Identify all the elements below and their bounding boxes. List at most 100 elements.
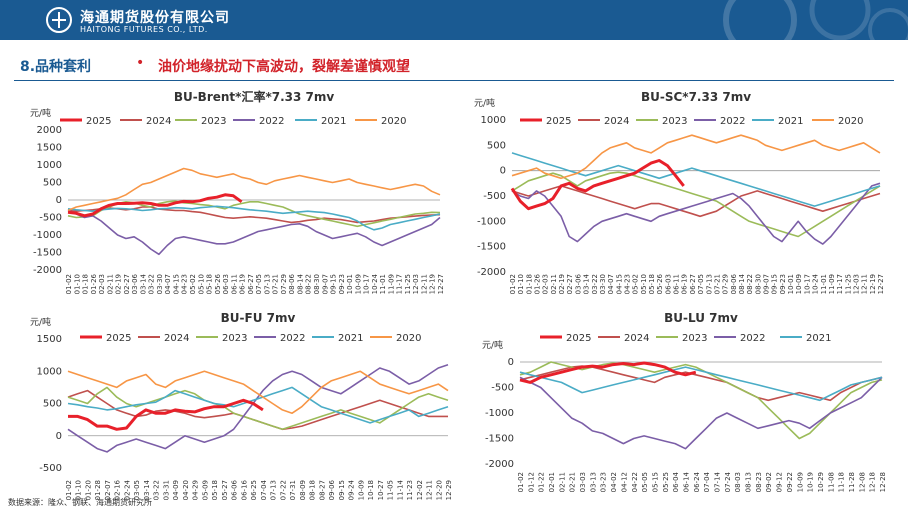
x-tick-label: 01-02: [509, 274, 517, 294]
x-tick-label: 12-11: [861, 274, 869, 294]
x-tick-label: 08-30: [313, 274, 321, 294]
legend-label-2024: 2024: [164, 333, 189, 344]
x-tick-label: 08-22: [305, 274, 313, 294]
x-tick-label: 08-18: [309, 480, 317, 500]
x-tick-label: 06-19: [681, 274, 689, 294]
series-line-2023: [519, 361, 883, 440]
x-tick-label: 07-13: [705, 274, 713, 294]
x-tick-label: 10-24: [371, 273, 379, 294]
x-tick-label: 06-06: [231, 479, 239, 500]
legend-label-2021: 2021: [778, 116, 803, 127]
x-tick-label: 10-17: [803, 274, 811, 294]
legend-label-2021: 2021: [338, 333, 363, 344]
x-tick-label: 06-16: [240, 479, 248, 500]
x-tick-label: 07-31: [289, 480, 297, 500]
legend-label-2025: 2025: [106, 333, 131, 344]
y-tick-label: 500: [43, 399, 62, 410]
legend-label-2020: 2020: [396, 333, 421, 344]
x-tick-label: 10-09: [354, 274, 362, 294]
x-tick-label: 09-23: [779, 274, 787, 294]
x-tick-label: 12-20: [435, 480, 443, 500]
x-tick-label: 02-19: [558, 274, 566, 294]
legend-label-2025: 2025: [546, 116, 571, 127]
x-tick-label: 03-30: [156, 274, 164, 294]
x-tick-label: 11-08: [827, 472, 835, 492]
y-tick-label: 2000: [37, 125, 62, 136]
x-tick-label: 12-27: [877, 274, 885, 294]
x-tick-label: 12-02: [416, 480, 424, 500]
x-tick-label: 08-14: [296, 273, 304, 294]
x-tick-label: 10-09: [795, 274, 803, 294]
y-tick-label: 1000: [37, 160, 62, 171]
series-line-2025: [519, 361, 697, 384]
x-tick-label: 01-18: [82, 274, 90, 294]
legend-label-2023: 2023: [222, 333, 247, 344]
legend-label-2022: 2022: [740, 333, 765, 344]
x-tick-label: 11-05: [387, 480, 395, 500]
series-line-2025: [510, 159, 685, 211]
legend-label-2024: 2024: [604, 116, 629, 127]
x-tick-label: 05-26: [214, 273, 222, 294]
series-line-2023: [511, 171, 881, 238]
x-tick-label: 02-11: [106, 274, 114, 294]
legend-label-2022: 2022: [259, 116, 284, 127]
x-tick-label: 02-24: [123, 479, 131, 500]
legend-label-2022: 2022: [720, 116, 745, 127]
x-tick-label: 04-22: [631, 472, 639, 492]
x-tick-label: 04-02: [610, 472, 618, 492]
x-tick-label: 01-10: [73, 274, 81, 294]
x-tick-label: 10-01: [787, 274, 795, 294]
y-tick-label: -1500: [477, 242, 506, 253]
x-tick-label: 04-23: [181, 274, 189, 294]
x-tick-label: 08-27: [318, 480, 326, 500]
x-tick-label: 09-22: [786, 472, 794, 492]
x-tick-label: 06-19: [239, 274, 247, 294]
x-tick-label: 01-02: [65, 274, 73, 294]
x-tick-label: 11-23: [406, 480, 414, 500]
y-tick-label: 1500: [37, 143, 62, 154]
legend-label-2022: 2022: [280, 333, 305, 344]
series-line-2022: [511, 182, 881, 245]
x-tick-label: 05-27: [221, 480, 229, 500]
x-tick-label: 01-12: [527, 472, 535, 492]
x-tick-label: 10-18: [367, 480, 375, 500]
x-tick-label: 06-11: [230, 274, 238, 294]
y-tick-label: -500: [483, 191, 506, 202]
series-line-2021: [67, 205, 441, 231]
y-tick-label: 0: [56, 431, 62, 442]
x-tick-label: 09-24: [348, 479, 356, 500]
x-tick-label: 11-28: [848, 472, 856, 492]
company-name-en: HAITONG FUTURES CO., LTD.: [80, 25, 208, 34]
x-tick-label: 01-10: [517, 274, 525, 294]
x-tick-label: 05-05: [641, 472, 649, 492]
y-tick-label: 0: [500, 166, 506, 177]
y-tick-label: -1000: [33, 230, 62, 241]
x-tick-label: 05-25: [662, 472, 670, 492]
x-tick-label: 06-11: [673, 274, 681, 294]
y-tick-label: -1500: [485, 434, 514, 445]
x-tick-label: 04-07: [607, 274, 615, 294]
x-tick-label: 10-19: [807, 472, 815, 492]
series-line-2020: [511, 134, 881, 180]
x-tick-label: 09-23: [338, 274, 346, 294]
x-tick-label: 12-28: [879, 472, 887, 492]
company-logo: [46, 7, 72, 33]
x-tick-label: 06-14: [682, 471, 690, 492]
x-tick-label: 06-24: [693, 471, 701, 492]
x-tick-label: 09-12: [776, 472, 784, 492]
x-tick-label: 02-07: [104, 480, 112, 500]
x-tick-label: 11-25: [844, 274, 852, 294]
x-tick-label: 08-30: [754, 274, 762, 294]
x-tick-label: 12-11: [426, 480, 434, 500]
y-tick-label: 1000: [481, 115, 506, 126]
x-tick-label: 08-22: [746, 274, 754, 294]
x-tick-label: 12-27: [437, 274, 445, 294]
section-subtitle: 油价地缘扰动下高波动，裂解差谨慎观望: [158, 59, 410, 75]
x-tick-label: 02-19: [115, 274, 123, 294]
x-tick-label: 11-01: [379, 274, 387, 294]
series-line-2024: [511, 185, 881, 218]
legend-label-2025: 2025: [566, 333, 591, 344]
y-tick-label: 0: [508, 357, 514, 368]
x-tick-label: 07-13: [270, 480, 278, 500]
chart-title: BU-Brent*汇率*7.33 7mv: [174, 89, 335, 104]
